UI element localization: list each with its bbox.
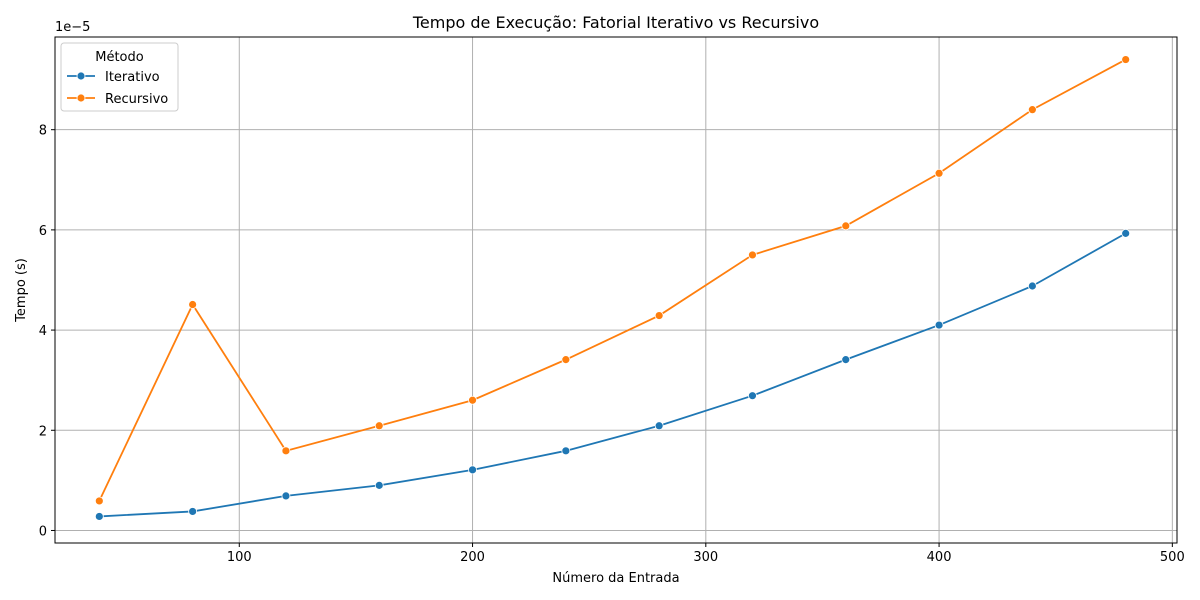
series-line-iterativo (99, 232, 1127, 518)
y-tick-label: 8 (39, 124, 47, 139)
data-point-recursivo (94, 496, 104, 506)
x-tick-label: 100 (227, 550, 252, 565)
legend-label-recursivo: Recursivo (105, 92, 168, 107)
grid (55, 37, 1177, 543)
x-axis-label: Número da Entrada (552, 571, 679, 586)
data-point-iterativo (748, 391, 757, 401)
legend-marker-iterativo (76, 71, 86, 81)
data-point-recursivo (841, 221, 851, 231)
data-point-recursivo (1027, 105, 1037, 115)
data-point-recursivo (1121, 55, 1131, 64)
x-tick-label: 500 (1160, 550, 1185, 565)
chart-title: Tempo de Execução: Fatorial Iterativo vs… (412, 13, 819, 32)
data-point-recursivo (188, 300, 198, 309)
x-tick-label: 300 (693, 550, 718, 565)
series-line-recursivo (98, 58, 1127, 502)
y-tick-label: 6 (39, 224, 47, 239)
legend: Método Iterativo Recursivo (60, 42, 179, 112)
y-axis-label: Tempo (s) (14, 258, 29, 323)
data-point-iterativo (1027, 281, 1037, 291)
legend-marker-recursivo (76, 93, 86, 103)
y-tick-label: 4 (39, 324, 47, 339)
y-tick-label: 2 (39, 424, 47, 439)
data-point-iterativo (374, 480, 384, 490)
y-tick-label: 0 (39, 524, 47, 539)
data-point-iterativo (1121, 228, 1131, 238)
data-point-recursivo (374, 421, 384, 431)
data-point-iterativo (468, 465, 477, 475)
legend-box (60, 42, 179, 112)
y-axis-multiplier: 1e−5 (55, 20, 90, 35)
x-tick-label: 400 (927, 550, 952, 565)
data-point-recursivo (281, 446, 291, 456)
data-point-recursivo (561, 355, 571, 365)
data-point-recursivo (748, 250, 757, 260)
data-point-iterativo (654, 421, 664, 431)
data-point-iterativo (281, 491, 291, 501)
legend-title: Método (95, 50, 144, 65)
data-point-iterativo (94, 512, 104, 521)
data-point-iterativo (841, 355, 851, 365)
series-layer (94, 55, 1131, 521)
data-point-recursivo (934, 168, 944, 178)
data-point-iterativo (934, 320, 944, 330)
data-point-iterativo (561, 446, 571, 456)
legend-items: Iterativo Recursivo (67, 70, 168, 107)
plot-frame (54, 36, 1178, 544)
x-axis: 100 200 300 400 500 (227, 543, 1185, 565)
data-point-iterativo (188, 507, 198, 516)
y-axis: 0 2 4 6 8 (39, 124, 55, 539)
x-tick-label: 200 (460, 550, 485, 565)
data-point-recursivo (468, 395, 477, 405)
data-point-recursivo (654, 311, 664, 320)
legend-label-iterativo: Iterativo (105, 70, 160, 85)
